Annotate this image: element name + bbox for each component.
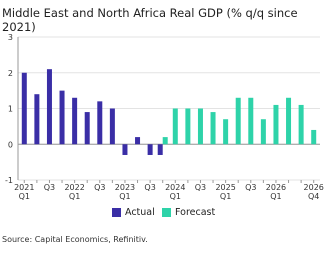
bar [147, 144, 153, 155]
bar [135, 137, 141, 145]
x-tick-label: 2023 Q1 [114, 183, 136, 201]
bar [273, 104, 279, 145]
x-tick-label: 2021 Q1 [14, 183, 35, 201]
bar [172, 108, 178, 145]
bar [84, 112, 90, 145]
y-tick-label: 3 [8, 33, 13, 42]
bar [34, 94, 40, 145]
bar [223, 119, 229, 145]
bar [157, 144, 163, 155]
legend-label: Actual [125, 207, 155, 218]
legend-label: Forecast [175, 207, 216, 218]
x-tick-label: Q3 [144, 183, 156, 192]
legend-item: Forecast [162, 207, 215, 218]
bar [162, 137, 168, 145]
legend-item: Actual [112, 207, 155, 218]
x-tick-label: 2024 Q1 [165, 183, 186, 201]
x-tick-label: Q3 [43, 183, 56, 192]
legend-swatch [162, 208, 171, 217]
bar [286, 97, 292, 145]
bar [298, 104, 304, 145]
x-tick-label: 2025 Q1 [215, 183, 236, 201]
bar [21, 72, 27, 145]
y-tick-label: 0 [8, 140, 13, 149]
bar [72, 97, 78, 145]
y-tick-label: -1 [5, 176, 13, 185]
bar [248, 97, 254, 145]
bar [197, 108, 203, 145]
source: Source: Capital Economics, Refinitiv. [2, 235, 148, 244]
legend-swatch [112, 208, 121, 217]
x-tick-label: Q3 [94, 183, 106, 192]
x-tick-label: 2026 Q4 [303, 183, 324, 201]
bar [260, 119, 266, 145]
bar [122, 144, 128, 155]
y-tick-label: 2 [8, 69, 13, 78]
bar [46, 69, 52, 145]
bar [311, 129, 317, 145]
y-tick-label: 1 [8, 105, 13, 114]
bar [97, 101, 103, 145]
bar [185, 108, 191, 145]
bar [235, 97, 241, 145]
x-tick-label: Q3 [194, 183, 207, 192]
x-tick-label: 2026 Q1 [265, 183, 287, 201]
bar [210, 112, 216, 145]
chart-title: Middle East and North Africa Real GDP (%… [2, 6, 298, 34]
x-tick-label: Q3 [245, 183, 257, 192]
bar [59, 90, 65, 145]
bar [109, 108, 115, 145]
x-tick-label: 2022 Q1 [64, 183, 85, 201]
